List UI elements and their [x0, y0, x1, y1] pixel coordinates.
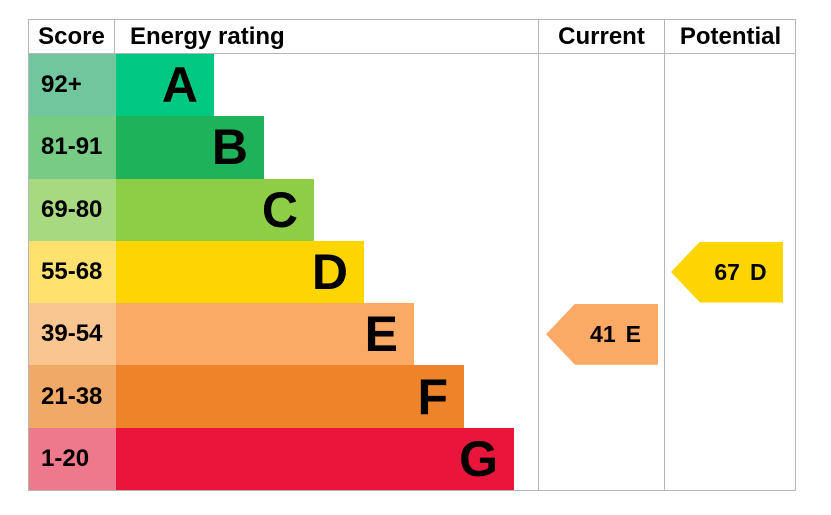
grade-letter: E	[364, 306, 398, 363]
score-range-label: 69-80	[41, 195, 103, 223]
current-column-divider	[538, 19, 539, 491]
band-row-g: 1-20 G	[29, 427, 549, 490]
energy-rating-column-header: Energy rating	[130, 22, 285, 50]
rating-bar-d: D	[116, 240, 364, 304]
band-row-b: 81-91 B	[29, 116, 549, 179]
potential-column-divider	[664, 19, 665, 491]
rating-bar-g: G	[116, 427, 514, 490]
score-column-divider	[114, 19, 115, 54]
score-range-label: 92+	[41, 71, 82, 99]
band-row-e: 39-54 E	[29, 303, 549, 366]
score-range-cell-c: 69-80	[29, 178, 116, 241]
rating-bands: 92+ A 81-91 B 69-80 C 55-68 D 39-54 E 21-38 F 1-20 G	[29, 54, 549, 490]
score-range-label: 39-54	[41, 320, 103, 348]
header-divider-line	[28, 53, 796, 54]
score-range-cell-d: 55-68	[29, 240, 116, 304]
grade-letter: G	[459, 430, 498, 487]
rating-bar-e: E	[116, 303, 414, 366]
potential-column-header: Potential	[679, 22, 782, 50]
score-range-label: 55-68	[41, 257, 103, 285]
score-range-cell-g: 1-20	[29, 427, 116, 490]
score-range-label: 81-91	[41, 133, 103, 161]
band-row-f: 21-38 F	[29, 365, 549, 428]
current-rating-value: 41	[590, 320, 616, 347]
band-row-d: 55-68 D	[29, 240, 549, 304]
grade-letter: B	[211, 119, 248, 176]
current-rating-grade: E	[625, 320, 641, 347]
grade-letter: C	[261, 181, 298, 238]
score-range-cell-f: 21-38	[29, 365, 116, 428]
score-range-label: 21-38	[41, 382, 103, 410]
grade-letter: F	[417, 368, 448, 425]
score-range-cell-a: 92+	[29, 54, 116, 117]
score-range-cell-e: 39-54	[29, 303, 116, 366]
grade-letter: D	[311, 243, 348, 300]
score-range-cell-b: 81-91	[29, 116, 116, 179]
band-row-a: 92+ A	[29, 54, 549, 117]
rating-bar-f: F	[116, 365, 464, 428]
rating-bar-a: A	[116, 54, 214, 117]
score-column-header: Score	[38, 22, 105, 50]
table-outline	[28, 19, 796, 491]
rating-bar-b: B	[116, 116, 264, 179]
potential-rating-value: 67	[714, 258, 740, 285]
band-row-c: 69-80 C	[29, 178, 549, 241]
score-range-label: 1-20	[41, 444, 90, 472]
grade-letter: A	[161, 57, 198, 114]
potential-rating-grade: D	[749, 258, 767, 285]
rating-bar-c: C	[116, 178, 314, 241]
current-column-header: Current	[558, 22, 645, 50]
